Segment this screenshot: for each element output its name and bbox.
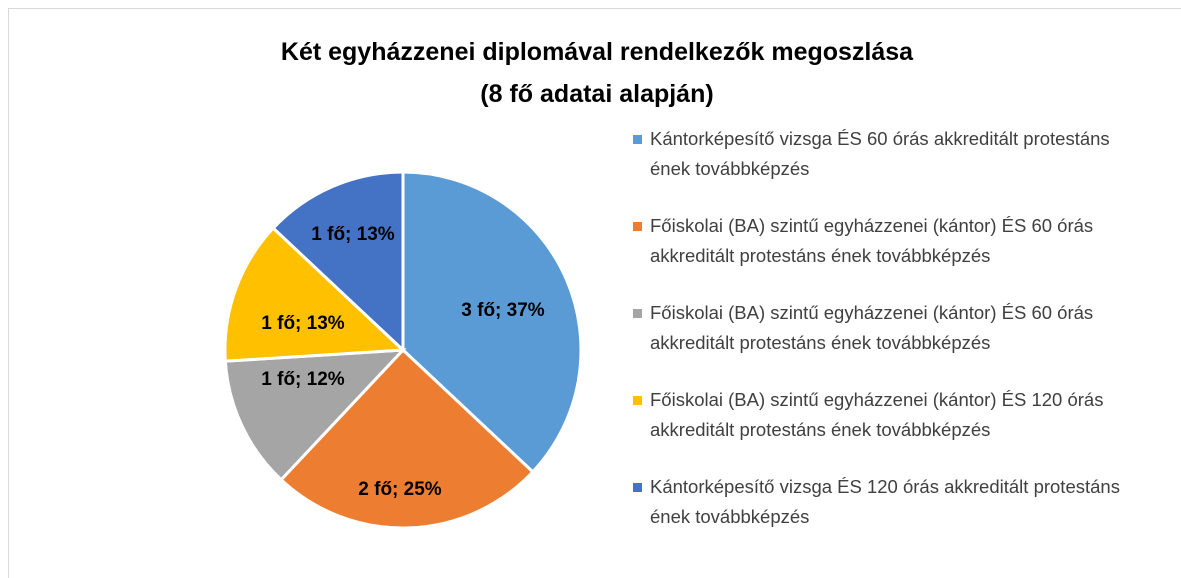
- legend-entry: Kántorképesítő vizsga ÉS 60 órás akkredi…: [633, 124, 1130, 211]
- pie-slice: [223, 348, 407, 482]
- chart-title: Két egyházzenei diplomával rendelkezők m…: [280, 38, 914, 66]
- legend-swatch: [633, 483, 642, 492]
- legend-entry: Főiskolai (BA) szintű egyházzenei (kánto…: [633, 385, 1130, 472]
- data-label: 1 fő; 12%: [261, 369, 345, 390]
- data-label: 1 fő; 13%: [261, 313, 345, 334]
- data-label: 2 fő; 25%: [358, 479, 442, 500]
- legend-entry: Főiskolai (BA) szintű egyházzenei (kánto…: [633, 298, 1130, 385]
- legend-label: Kántorképesítő vizsga ÉS 60 órás akkredi…: [650, 128, 1110, 179]
- legend-label: Főiskolai (BA) szintű egyházzenei (kánto…: [650, 215, 1094, 266]
- chart-subtitle: (8 fő adatai alapján): [480, 80, 714, 108]
- pie-slice: [401, 170, 583, 474]
- legend-label: Főiskolai (BA) szintű egyházzenei (kánto…: [650, 302, 1094, 353]
- data-label: 3 fő; 37%: [461, 300, 545, 321]
- pie-slice: [223, 226, 407, 363]
- legend-swatch: [633, 222, 642, 231]
- legend-entry: Főiskolai (BA) szintű egyházzenei (kánto…: [633, 211, 1130, 298]
- legend-swatch: [633, 135, 642, 144]
- legend-label: Kántorképesítő vizsga ÉS 120 órás akkred…: [650, 476, 1120, 527]
- chart-frame: [8, 8, 1181, 578]
- legend-swatch: [633, 396, 642, 405]
- pie-slice: [279, 347, 535, 530]
- legend-label: Főiskolai (BA) szintű egyházzenei (kánto…: [650, 389, 1104, 440]
- legend: Kántorképesítő vizsga ÉS 60 órás akkredi…: [633, 124, 1133, 559]
- pie-slice: [271, 170, 405, 354]
- legend-swatch: [633, 309, 642, 318]
- legend-entry: Kántorképesítő vizsga ÉS 120 órás akkred…: [633, 472, 1130, 559]
- data-label: 1 fő; 13%: [311, 224, 395, 245]
